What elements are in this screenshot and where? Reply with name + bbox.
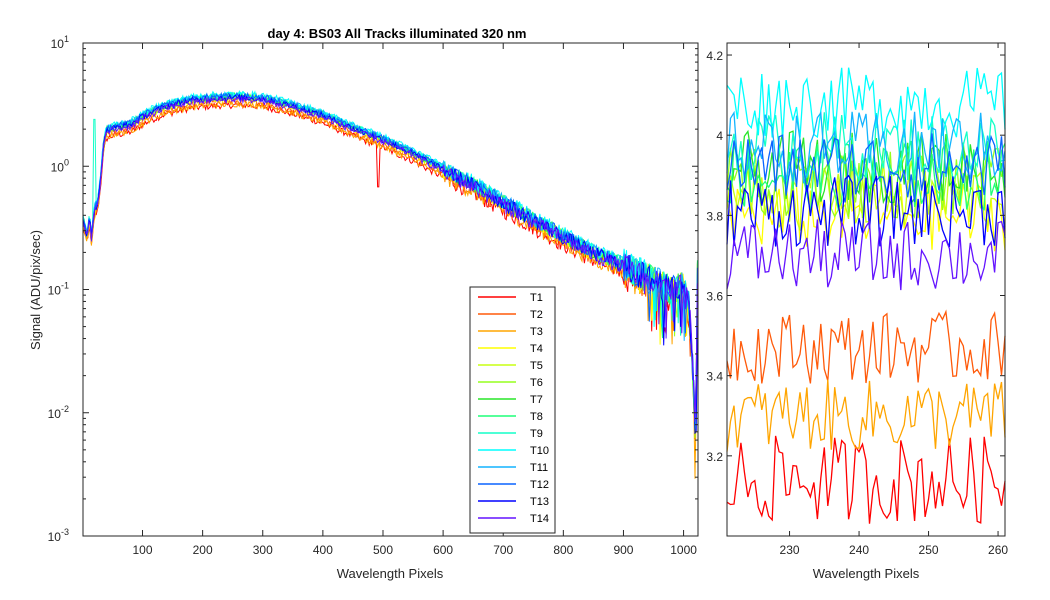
legend-label-t9: T9 bbox=[530, 428, 543, 440]
zoom-axes: 230 240 250 260 3.2 3.4 3.6 3.8 4 4.2 Wavelength … bbox=[706, 42, 1008, 581]
zoom-x-tick-label: 230 bbox=[780, 543, 800, 557]
spectrum-line-t14 bbox=[82, 95, 698, 422]
zoom-line-t13 bbox=[726, 174, 1006, 248]
x-tick-label: 200 bbox=[193, 543, 213, 557]
zoom-axis-ticks: 230 240 250 260 3.2 3.4 3.6 3.8 4 4.2 bbox=[706, 43, 1008, 557]
zoom-y-tick-label: 4.2 bbox=[706, 49, 723, 63]
zoom-y-tick-label: 3.8 bbox=[706, 209, 723, 223]
zoom-x-tick-label: 250 bbox=[919, 543, 939, 557]
legend-label-t13: T13 bbox=[530, 496, 549, 508]
x-tick-label: 1000 bbox=[670, 543, 697, 557]
x-tick-label: 900 bbox=[613, 543, 633, 557]
main-y-axis-label: Signal (ADU/pix/sec) bbox=[28, 230, 43, 350]
zoom-y-tick-label: 4 bbox=[716, 129, 723, 143]
zoom-line-t11 bbox=[726, 110, 1006, 184]
zoom-y-tick-label: 3.2 bbox=[706, 450, 723, 464]
x-tick-label: 500 bbox=[373, 543, 393, 557]
spectrum-line-t3 bbox=[82, 100, 698, 479]
zoom-y-tick-label: 3.4 bbox=[706, 370, 723, 384]
zoom-x-tick-label: 240 bbox=[849, 543, 869, 557]
legend-label-t3: T3 bbox=[530, 326, 543, 338]
x-tick-label: 600 bbox=[433, 543, 453, 557]
x-tick-label: 300 bbox=[253, 543, 273, 557]
legend-label-t8: T8 bbox=[530, 411, 543, 423]
legend-label-t14: T14 bbox=[530, 513, 549, 525]
main-spectrum-lines bbox=[82, 89, 698, 479]
zoom-line-t10 bbox=[726, 67, 1006, 139]
legend-label-t2: T2 bbox=[530, 309, 543, 321]
x-tick-label: 400 bbox=[313, 543, 333, 557]
legend-label-t5: T5 bbox=[530, 360, 543, 372]
main-axis-ticks: 100 200 300 400 500 600 700 800 900 1000 10-3 10-2 1… bbox=[48, 34, 698, 557]
spectrum-line-t13 bbox=[82, 93, 698, 435]
y-tick-label: 10-2 bbox=[48, 404, 69, 421]
zoom-line-t3 bbox=[726, 379, 1006, 452]
chart-title: day 4: BS03 All Tracks illuminated 320 n… bbox=[268, 26, 527, 41]
zoom-lines bbox=[726, 67, 1006, 524]
x-tick-label: 100 bbox=[133, 543, 153, 557]
legend-label-t7: T7 bbox=[530, 394, 543, 406]
zoom-line-t1 bbox=[726, 435, 1006, 524]
zoom-line-t2 bbox=[726, 309, 1006, 384]
zoom-y-tick-label: 3.6 bbox=[706, 290, 723, 304]
zoom-x-tick-label: 260 bbox=[988, 543, 1008, 557]
legend-label-t6: T6 bbox=[530, 377, 543, 389]
x-tick-label: 800 bbox=[553, 543, 573, 557]
y-tick-label: 10-1 bbox=[48, 281, 69, 298]
x-tick-label: 700 bbox=[493, 543, 513, 557]
main-spectrum-axes: 100 200 300 400 500 600 700 800 900 1000 10-3 10-2 1… bbox=[28, 34, 699, 581]
y-tick-label: 100 bbox=[51, 157, 69, 174]
legend-label-t10: T10 bbox=[530, 445, 549, 457]
y-tick-label: 10-3 bbox=[48, 527, 69, 544]
zoom-x-axis-label: Wavelength Pixels bbox=[813, 566, 920, 581]
main-x-axis-label: Wavelength Pixels bbox=[337, 566, 444, 581]
zoom-line-t5 bbox=[726, 159, 1006, 231]
legend-label-t12: T12 bbox=[530, 479, 549, 491]
legend-label-t4: T4 bbox=[530, 343, 543, 355]
legend-box bbox=[469, 286, 556, 534]
y-tick-label: 101 bbox=[51, 34, 69, 51]
legend-label-t1: T1 bbox=[530, 292, 543, 304]
zoom-line-t14 bbox=[726, 219, 1006, 291]
legend-label-t11: T11 bbox=[530, 462, 548, 474]
zoom-line-t12 bbox=[726, 133, 1006, 203]
legend: T1 T2 T3 T4 T5 T6 T7 T8 T9 T10 T11 T12 T13 T14 bbox=[469, 286, 556, 534]
